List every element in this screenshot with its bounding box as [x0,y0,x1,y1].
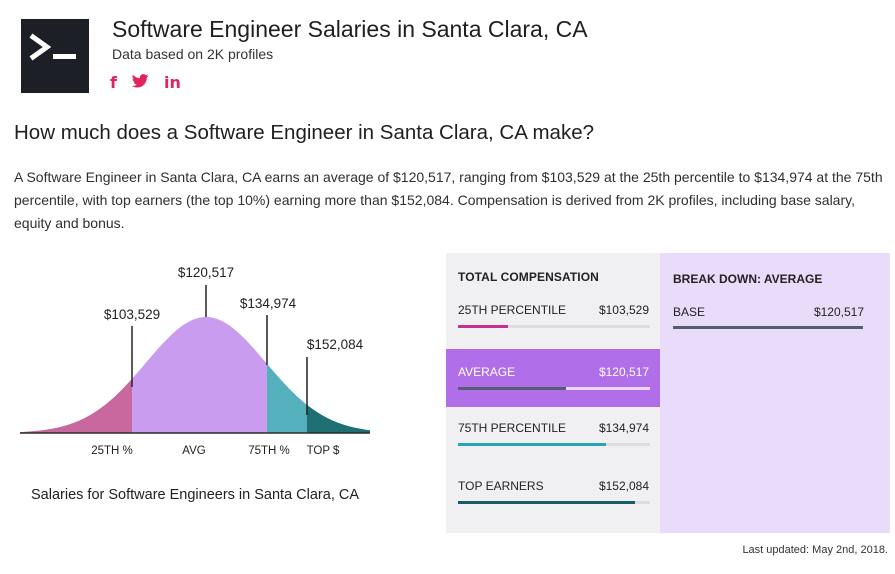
marker-value-p25: $103,529 [104,307,160,322]
compensation-row-p75[interactable]: 75TH PERCENTILE $134,974 [446,407,660,465]
compensation-row-bar-track [458,325,650,328]
compensation-row-label: AVERAGE [458,365,516,379]
axis-label-top: TOP $ [307,445,340,457]
compensation-row-bar-track [458,443,650,446]
compensation-row-label: TOP EARNERS [458,479,544,493]
compensation-row-average[interactable]: AVERAGE $120,517 [446,349,660,407]
compensation-row-bar-fill [458,501,635,504]
marker-value-p75: $134,974 [240,296,297,311]
social-links: f in [110,74,181,92]
compensation-row-value: $103,529 [598,303,649,317]
compensation-row-value: $152,084 [598,479,649,493]
page-subtitle: Data based on 2K profiles [112,46,274,62]
curve-area-top [307,404,370,433]
twitter-icon[interactable] [131,74,149,92]
marker-value-avg: $120,517 [178,265,234,280]
panel-heading: TOTAL COMPENSATION [458,270,599,284]
curve-area-p75 [267,363,307,433]
compensation-row-bar-fill [458,387,566,390]
compensation-row-value: $134,974 [598,421,649,435]
section-heading: How much does a Software Engineer in San… [14,121,594,144]
axis-label-p25: 25TH % [91,445,133,457]
compensation-row-bar-track [458,501,650,504]
facebook-icon[interactable]: f [110,73,117,92]
curve-area-avg [132,317,267,433]
compensation-row-bar-fill [458,325,508,328]
salary-distribution-curve: $103,529 $120,517 $134,974 $152,084 25TH… [20,265,370,457]
compensation-row-top-earners[interactable]: TOP EARNERS $152,084 [446,465,660,523]
terminal-icon [29,33,76,61]
linkedin-icon[interactable]: in [163,73,181,92]
logo [21,19,89,93]
breakdown-base-value: $120,517 [813,305,864,319]
page-title: Software Engineer Salaries in Santa Clar… [112,16,588,42]
axis-label-p75: 75TH % [248,445,290,457]
breakdown-base-label: BASE [673,305,706,319]
compensation-row-bar-fill [458,443,606,446]
compensation-row-p25[interactable]: 25TH PERCENTILE $103,529 [446,291,660,349]
compensation-row-label: 75TH PERCENTILE [458,421,567,435]
axis-label-avg: AVG [182,445,205,457]
salary-description: A Software Engineer in Santa Clara, CA e… [14,169,883,231]
breakdown-panel: BREAK DOWN: AVERAGE BASE $120,517 [660,253,890,533]
compensation-row-label: 25TH PERCENTILE [458,303,567,317]
breakdown-heading: BREAK DOWN: AVERAGE [673,272,823,286]
curve-area-p25 [20,378,132,433]
marker-value-top: $152,084 [307,337,364,352]
breakdown-base-bar [673,326,863,329]
last-updated: Last updated: May 2nd, 2018. [742,544,888,556]
compensation-row-value: $120,517 [598,365,649,379]
total-compensation-panel: TOTAL COMPENSATION 25TH PERCENTILE $103,5… [446,253,660,533]
curve-caption: Salaries for Software Engineers in Santa… [31,487,360,503]
compensation-row-bar-track [458,387,650,390]
